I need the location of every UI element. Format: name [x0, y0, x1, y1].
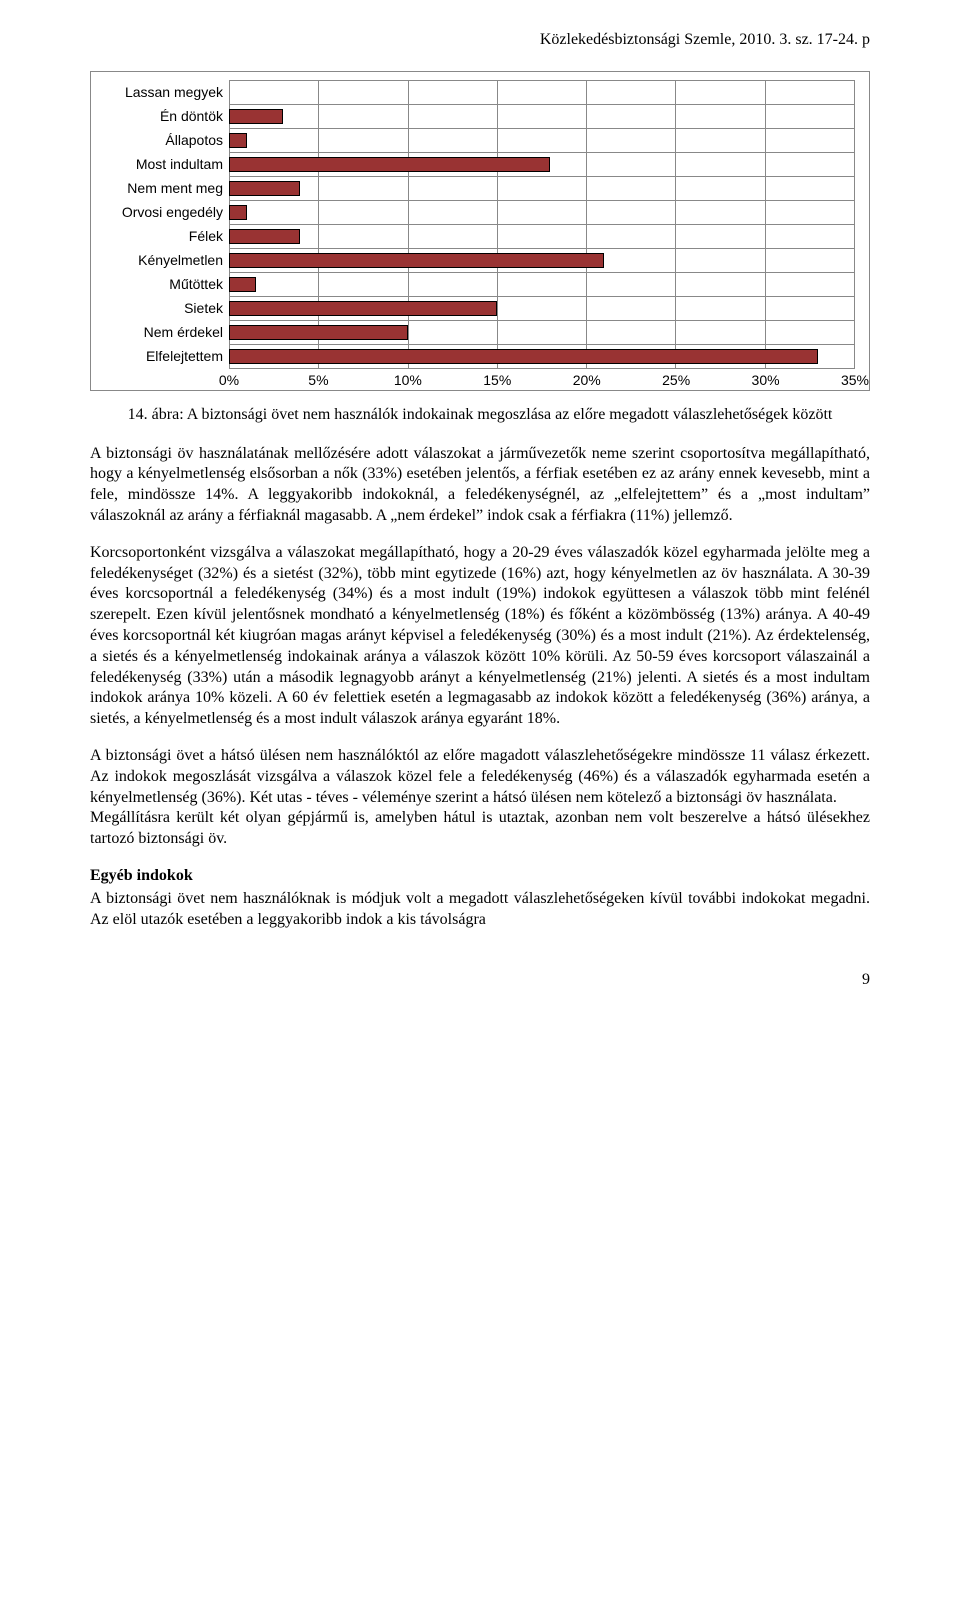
chart-row: Nem érdekel [99, 320, 855, 344]
chart-x-tick-label: 15% [483, 371, 511, 389]
chart-x-tick-label: 30% [752, 371, 780, 389]
chart-bar [229, 325, 408, 340]
chart-bar [229, 133, 247, 148]
paragraph-gender: A biztonsági öv használatának mellőzésér… [90, 444, 870, 527]
chart-row: Műtöttek [99, 272, 855, 296]
chart-category-label: Én döntök [99, 107, 229, 125]
chart-x-tick-label: 5% [308, 371, 328, 389]
chart-category-label: Félek [99, 227, 229, 245]
chart-category-label: Orvosi engedély [99, 203, 229, 221]
paragraph-other-reasons: A biztonsági övet nem használóknak is mó… [90, 889, 870, 931]
chart-bar [229, 349, 818, 364]
chart-row: Félek [99, 224, 855, 248]
page-number: 9 [90, 970, 870, 991]
chart-x-tick-label: 0% [219, 371, 239, 389]
chart-row: Lassan megyek [99, 80, 855, 104]
figure-caption: 14. ábra: A biztonsági övet nem használó… [90, 405, 870, 426]
chart-category-label: Állapotos [99, 131, 229, 149]
paragraph-backseat: A biztonsági övet a hátsó ülésen nem has… [90, 746, 870, 808]
chart-bar [229, 229, 300, 244]
chart-category-label: Most indultam [99, 155, 229, 173]
journal-header: Közlekedésbiztonsági Szemle, 2010. 3. sz… [90, 30, 870, 51]
paragraph-nobelts: Megállításra került két olyan gépjármű i… [90, 808, 870, 850]
chart-row: Elfelejtettem [99, 344, 855, 368]
chart-bar [229, 181, 300, 196]
chart-row: Állapotos [99, 128, 855, 152]
chart-row: Kényelmetlen [99, 248, 855, 272]
chart-category-label: Kényelmetlen [99, 251, 229, 269]
chart-category-label: Műtöttek [99, 275, 229, 293]
chart-x-tick-label: 10% [394, 371, 422, 389]
chart-bar [229, 253, 604, 268]
chart-bar [229, 301, 497, 316]
chart-row: Sietek [99, 296, 855, 320]
chart-row: Orvosi engedély [99, 200, 855, 224]
chart-row: Nem ment meg [99, 176, 855, 200]
chart-x-tick-label: 25% [662, 371, 690, 389]
chart-bar [229, 205, 247, 220]
chart-x-axis: 0%5%10%15%20%25%30%35% [229, 368, 855, 388]
chart-category-label: Sietek [99, 299, 229, 317]
paragraph-agegroups: Korcsoportonként vizsgálva a válaszokat … [90, 543, 870, 730]
chart-bar [229, 157, 550, 172]
chart-row: Én döntök [99, 104, 855, 128]
chart-category-label: Lassan megyek [99, 83, 229, 101]
chart-bar [229, 277, 256, 292]
chart-category-label: Nem ment meg [99, 179, 229, 197]
chart-bar [229, 109, 283, 124]
section-heading-other-reasons: Egyéb indokok [90, 866, 870, 887]
chart-x-tick-label: 35% [841, 371, 869, 389]
chart-category-label: Nem érdekel [99, 323, 229, 341]
chart-category-label: Elfelejtettem [99, 347, 229, 365]
chart-x-tick-label: 20% [573, 371, 601, 389]
chart-row: Most indultam [99, 152, 855, 176]
reasons-bar-chart: Lassan megyek Én döntök Állapotos Most indu… [90, 71, 870, 391]
